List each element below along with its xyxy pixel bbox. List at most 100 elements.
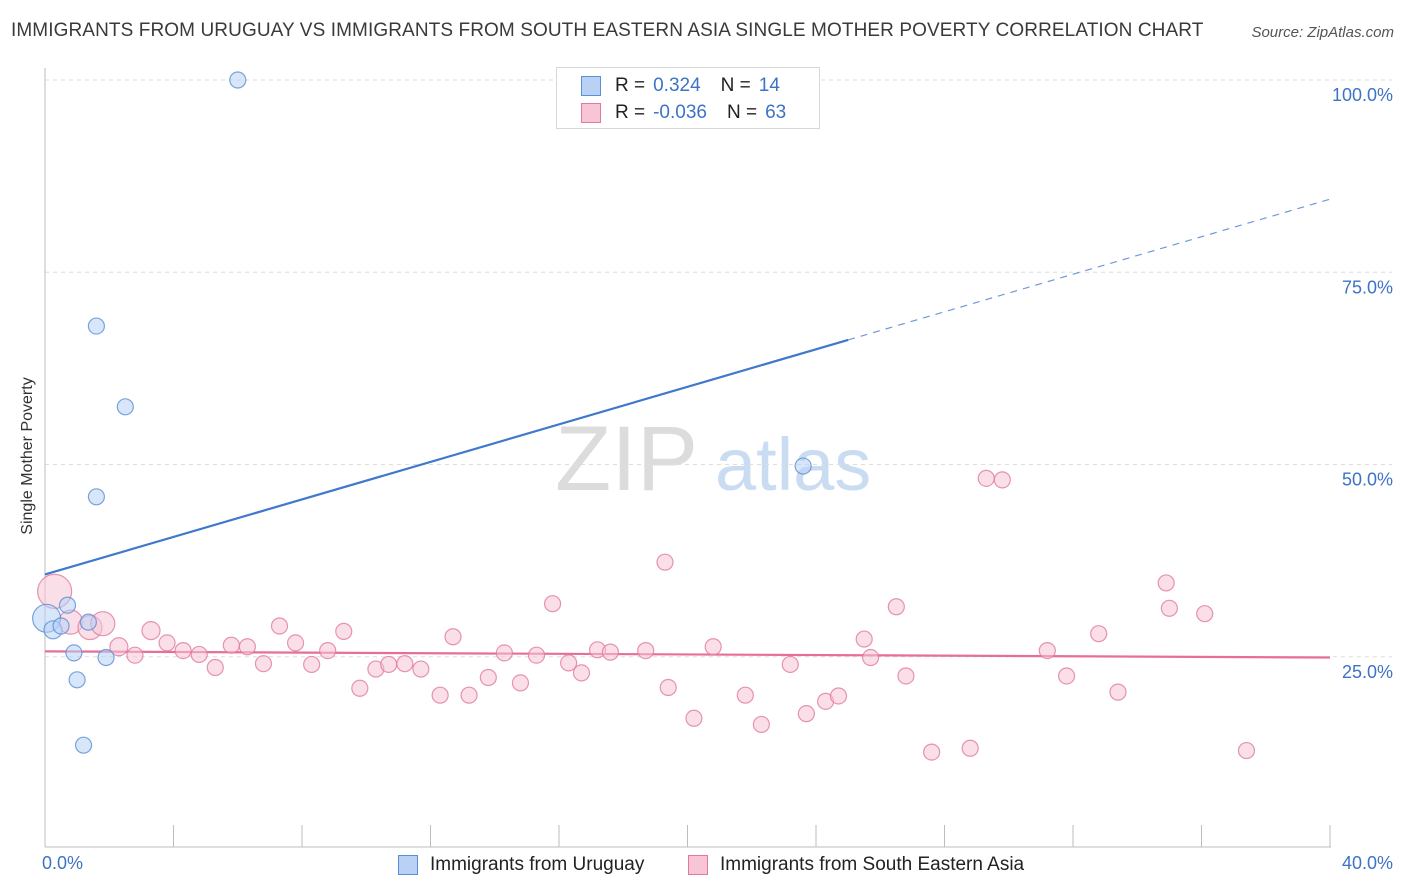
gridlines: [45, 79, 1392, 658]
point-sea: [1038, 641, 1056, 660]
trend-line-sea: [44, 650, 1331, 659]
r-label: R =: [615, 75, 646, 96]
point-sea: [543, 595, 562, 613]
point-sea: [1157, 574, 1175, 592]
point-sea: [560, 654, 578, 672]
legend-label-uruguay: Immigrants from Uruguay: [430, 854, 645, 875]
point-sea: [1057, 667, 1076, 685]
point-sea: [1109, 683, 1127, 701]
point-sea: [412, 660, 430, 678]
point-sea: [109, 637, 129, 657]
point-uruguay: [116, 398, 134, 416]
legend-swatch-uruguay: [581, 76, 601, 96]
point-sea: [495, 644, 513, 662]
watermark: ZIP atlas: [555, 408, 871, 510]
n-label: N =: [726, 102, 758, 123]
point-sea: [829, 687, 848, 705]
point-sea: [977, 469, 995, 487]
point-sea: [511, 674, 530, 692]
point-sea: [303, 655, 321, 674]
r-label: R =: [615, 102, 646, 123]
point-sea: [206, 658, 224, 677]
point-sea: [1237, 741, 1256, 760]
point-sea: [460, 686, 478, 704]
point-sea: [158, 634, 176, 652]
point-uruguay: [65, 644, 83, 662]
point-uruguay: [97, 648, 115, 667]
point-sea: [319, 641, 337, 660]
legend-swatch-uruguay: [398, 855, 418, 875]
point-sea: [752, 715, 770, 734]
point-sea: [351, 679, 369, 697]
point-sea: [431, 686, 449, 704]
point-sea: [797, 705, 815, 723]
watermark-zip: ZIP: [555, 408, 698, 510]
point-sea: [961, 739, 979, 757]
point-sea: [781, 655, 799, 674]
point-sea: [380, 655, 398, 674]
legend-item-sea: Immigrants from South Eastern Asia: [688, 852, 1024, 878]
y-tick-label: 25.0%: [1342, 662, 1393, 682]
axes: [44, 68, 1331, 848]
point-sea: [126, 646, 144, 664]
point-sea: [174, 641, 192, 660]
point-sea: [601, 643, 620, 661]
point-sea: [190, 645, 208, 664]
point-sea: [444, 628, 462, 646]
stats-row-sea: R = -0.036 N = 63: [581, 101, 786, 125]
y-tick-label: 100.0%: [1332, 85, 1393, 105]
x-tick-label-min: 0.0%: [42, 853, 83, 873]
point-sea: [286, 634, 305, 652]
legend-label-sea: Immigrants from South Eastern Asia: [720, 854, 1025, 875]
point-uruguay: [87, 317, 106, 335]
point-uruguay: [87, 488, 106, 506]
point-sea: [222, 636, 240, 654]
y-tick-label: 50.0%: [1342, 470, 1393, 490]
point-sea: [993, 471, 1011, 489]
stats-row-uruguay: R = 0.324 N = 14: [581, 74, 780, 98]
legend-swatch-sea: [581, 103, 601, 123]
point-uruguay: [794, 457, 812, 475]
point-sea: [270, 617, 289, 635]
legend-swatch-sea: [688, 855, 708, 875]
point-uruguay: [68, 671, 86, 689]
point-sea: [527, 646, 546, 664]
point-sea: [141, 621, 161, 641]
point-uruguay: [74, 736, 93, 754]
point-sea: [1160, 599, 1178, 617]
trend-line-uruguay-extrapolated: [847, 198, 1331, 341]
point-sea: [656, 553, 674, 571]
point-sea: [396, 655, 414, 673]
point-sea: [659, 678, 677, 697]
point-uruguay: [79, 613, 97, 631]
point-sea: [335, 622, 353, 640]
chart-title: IMMIGRANTS FROM URUGUAY VS IMMIGRANTS FR…: [11, 20, 1204, 41]
point-uruguay: [58, 596, 77, 614]
legend-item-uruguay: Immigrants from Uruguay: [398, 852, 644, 878]
r-value-sea: -0.036: [653, 102, 707, 123]
n-label: N =: [720, 75, 751, 96]
y-tick-label: 75.0%: [1342, 277, 1393, 297]
point-uruguay: [229, 71, 247, 89]
n-value-sea: 63: [765, 102, 787, 123]
r-value-uruguay: 0.324: [653, 75, 701, 96]
point-sea: [1090, 625, 1108, 643]
point-sea: [855, 630, 873, 648]
point-sea: [254, 655, 273, 673]
point-uruguay: [52, 617, 70, 635]
point-sea: [704, 638, 722, 656]
data-points: [32, 71, 1256, 761]
point-sea: [238, 638, 256, 656]
point-sea: [736, 686, 754, 704]
n-value-uruguay: 14: [758, 75, 780, 96]
point-sea: [637, 641, 655, 660]
tick-labels: 25.0% 50.0% 75.0% 100.0% 0.0% 40.0%: [42, 85, 1393, 873]
trend-lines: [44, 198, 1331, 659]
point-sea: [887, 598, 905, 616]
point-sea: [572, 664, 591, 682]
point-sea: [897, 667, 915, 685]
x-tick-label-max: 40.0%: [1342, 853, 1393, 873]
trend-line-uruguay: [44, 338, 849, 576]
